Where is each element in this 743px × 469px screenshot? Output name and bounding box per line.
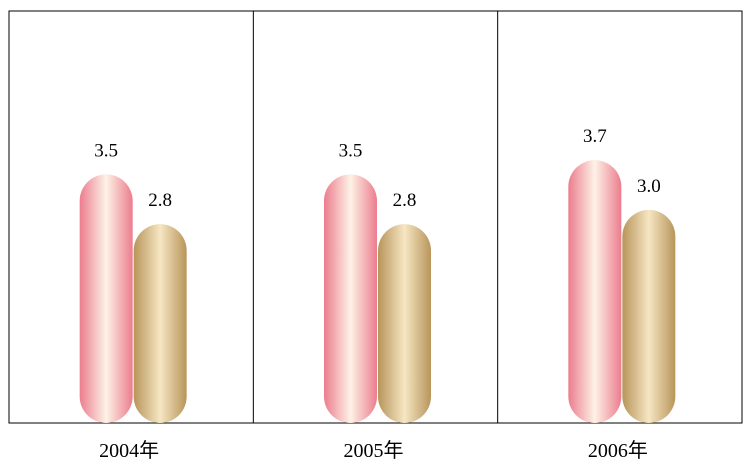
value-label-series-1-3: 3.7 — [583, 126, 607, 147]
value-label-series-2-2: 2.8 — [393, 190, 417, 211]
bars — [79, 160, 676, 423]
category-label-3: 2006年 — [588, 439, 648, 462]
bar-series-1-1 — [79, 174, 133, 423]
plot-frame — [8, 10, 743, 424]
bar-series-1-3 — [568, 160, 622, 423]
category-label-2: 2005年 — [344, 439, 404, 462]
value-label-series-2-1: 2.8 — [148, 190, 172, 211]
bar-series-1-2 — [324, 174, 377, 423]
plot-border — [8, 10, 743, 424]
bar-series-2-2 — [378, 224, 431, 423]
bar-series-2-1 — [133, 224, 187, 423]
value-label-series-2-3: 3.0 — [637, 176, 661, 197]
value-label-series-1-1: 3.5 — [94, 140, 118, 161]
value-labels: 3.5 2.8 3.5 2.8 3.7 3.0 — [94, 126, 660, 211]
value-label-series-1-2: 3.5 — [339, 140, 363, 161]
bar-series-2-3 — [622, 209, 676, 423]
category-labels: 2004年 2005年 2006年 — [99, 439, 648, 462]
category-label-1: 2004年 — [99, 439, 159, 462]
